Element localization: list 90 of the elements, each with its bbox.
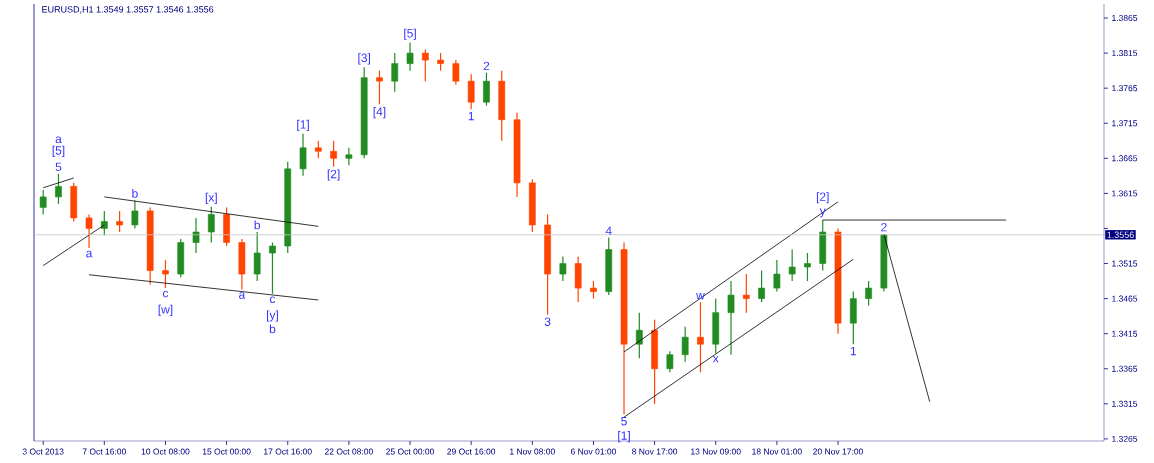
y-tick-label: 1.3665 (1112, 155, 1138, 162)
y-tick-label: 1.3815 (1112, 50, 1138, 57)
y-tick-label: 1.3415 (1112, 330, 1138, 337)
annotation: 5 (55, 162, 62, 172)
x-tick-label: 6 Nov 01:00 (570, 448, 617, 455)
candlestick (804, 252, 811, 282)
y-tick-label: 1.3465 (1112, 295, 1138, 302)
annotation: 4 (605, 226, 612, 235)
candlestick (253, 231, 261, 282)
annotation: [4] (373, 107, 386, 119)
annotation: x (712, 356, 719, 363)
candlestick (85, 213, 93, 249)
x-tick-label: 25 Oct 00:00 (386, 448, 435, 455)
y-tick-label: 1.3615 (1112, 190, 1138, 197)
x-tick-label: 20 Nov 17:00 (813, 448, 863, 455)
annotation: 1 (468, 111, 474, 121)
y-tick-label: 1.3315 (1112, 400, 1138, 407)
x-tick-label: 13 Nov 09:00 (691, 448, 741, 455)
candlestick (192, 217, 200, 254)
candlestick (55, 173, 62, 205)
annotation: 1 (850, 346, 857, 356)
candlestick (299, 133, 307, 177)
chart-title: EURUSD,H1 1.3549 1.3557 1.3546 1.3556 (42, 6, 214, 14)
annotation: b (132, 188, 138, 198)
candlestick (376, 70, 383, 105)
candlestick (865, 280, 872, 307)
candlestick (100, 210, 108, 237)
candlestick (391, 52, 399, 93)
candlestick (467, 73, 475, 110)
annotation: b (254, 220, 261, 230)
ref-line-label: 1.3556 (1107, 231, 1134, 238)
annotation: [1] (297, 119, 309, 132)
x-tick-label: 1 Nov 08:00 (510, 448, 555, 455)
candlestick (269, 241, 276, 295)
x-tick-label: 17 Oct 16:00 (264, 448, 312, 455)
candlestick (635, 312, 643, 359)
candlestick (116, 210, 123, 233)
y-tick-label: 1.3365 (1112, 365, 1138, 372)
candlestick (131, 199, 139, 230)
x-tick-label: 7 Oct 16:00 (82, 448, 126, 455)
candlestick (452, 59, 460, 86)
candlestick (559, 255, 567, 282)
annotation: [3] (358, 53, 370, 65)
annotation: 5 (621, 417, 627, 426)
x-tick-label: 22 Oct 08:00 (324, 448, 373, 455)
annotation: a (55, 136, 62, 144)
candlestick (421, 48, 429, 82)
annotation: 3 (544, 317, 551, 326)
annotation: b (269, 324, 276, 334)
candlestick (345, 147, 353, 166)
candlestick (742, 273, 750, 314)
annotation: [1] (618, 431, 630, 443)
x-tick-label: 29 Oct 16:00 (447, 448, 496, 455)
x-tick-label: 10 Oct 08:00 (141, 448, 190, 455)
candlestick (207, 206, 215, 244)
annotation: 2 (483, 61, 490, 71)
annotation: [2] (327, 169, 340, 181)
candlestick (773, 259, 781, 293)
annotation: c (162, 290, 169, 298)
annotation: [5] (52, 145, 65, 158)
x-tick-label: 18 Nov 01:00 (752, 448, 802, 455)
annotation: w (696, 293, 705, 300)
candlestick (406, 41, 414, 72)
annotation: 2 (881, 223, 887, 232)
y-tick-label: 1.3265 (1112, 435, 1138, 442)
x-tick-label: 3 Oct 2013 (22, 448, 64, 455)
candlestick (788, 248, 796, 282)
candlestick (681, 326, 689, 363)
candlestick (39, 189, 47, 216)
annotation: [5] (404, 28, 416, 40)
candlestick (162, 259, 169, 289)
annotation: [w] (158, 304, 173, 316)
annotation: [x] (205, 192, 217, 205)
annotation: [y] (266, 310, 278, 322)
annotation: c (269, 296, 276, 303)
annotation: a (239, 292, 246, 299)
candlestick (758, 269, 765, 303)
candlestick (483, 72, 490, 107)
candlestick (330, 140, 337, 168)
x-tick-label: 8 Nov 17:00 (632, 448, 678, 455)
y-tick-label: 1.3865 (1112, 15, 1138, 22)
y-tick-label: 1.3515 (1112, 260, 1138, 267)
candlestick (697, 301, 704, 373)
annotation: a (86, 250, 93, 258)
y-tick-label: 1.3765 (1112, 85, 1138, 92)
candlestick (666, 350, 674, 373)
candlestick (727, 280, 735, 356)
annotation: [2] (816, 192, 829, 204)
x-tick-label: 15 Oct 00:00 (202, 448, 251, 455)
y-tick-label: 1.3715 (1112, 120, 1138, 127)
